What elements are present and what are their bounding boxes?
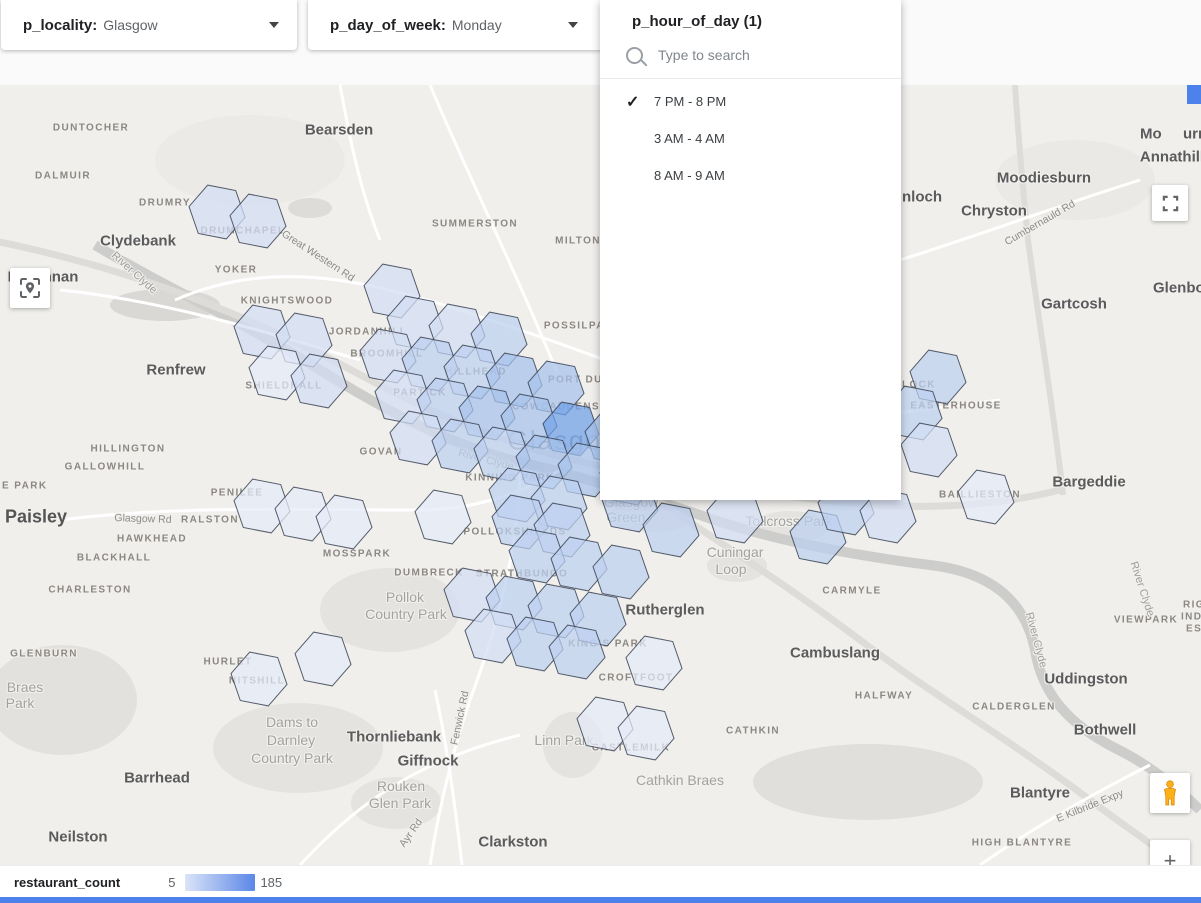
hexbin-cell[interactable] <box>230 651 288 707</box>
filter-label: p_day_of_week: <box>330 16 446 34</box>
zoom-in-button[interactable]: + <box>1163 847 1177 866</box>
fullscreen-button[interactable] <box>1152 185 1188 221</box>
dropdown-title: p_hour_of_day (1) <box>632 13 763 30</box>
search-icon <box>626 46 643 64</box>
vertical-scrollbar-thumb[interactable] <box>1187 85 1201 104</box>
dropdown-option[interactable]: 8 AM - 9 AM <box>600 157 901 194</box>
check-icon: ✓ <box>626 93 640 111</box>
divider <box>600 78 901 79</box>
hexbin-cell[interactable] <box>233 478 291 534</box>
filter-value: Glasgow <box>103 17 158 33</box>
hexbin-cell[interactable] <box>290 353 348 409</box>
hexbin-cell[interactable] <box>294 631 352 687</box>
hexbin-cell[interactable] <box>625 635 683 691</box>
filter-chip-day-of-week[interactable]: p_day_of_week: Monday <box>308 0 605 50</box>
filter-label: p_locality: <box>23 16 98 34</box>
hexbin-cell[interactable] <box>548 624 606 680</box>
chevron-down-icon <box>269 22 279 28</box>
option-label: 8 AM - 9 AM <box>654 168 725 183</box>
hexbin-cell[interactable] <box>188 184 246 240</box>
dropdown-options: ✓ 7 PM - 8 PM 3 AM - 4 AM 8 AM - 9 AM <box>600 79 901 194</box>
hexbin-cell[interactable] <box>431 418 489 474</box>
hexbin-cell[interactable] <box>274 486 332 542</box>
legend-max-value: 185 <box>260 874 283 890</box>
hexbin-cell[interactable] <box>389 410 447 466</box>
hexbin-cell[interactable] <box>550 536 608 592</box>
fullscreen-icon <box>1162 195 1178 211</box>
hour-of-day-dropdown-panel: p_hour_of_day (1) ✓ 7 PM - 8 PM 3 AM - 4 A… <box>600 0 901 500</box>
hexbin-cell[interactable] <box>957 469 1015 525</box>
hexbin-cell[interactable] <box>900 422 958 478</box>
legend-bar: restaurant_count 5 185 <box>0 865 1201 898</box>
horizontal-scrollbar[interactable] <box>0 897 1201 903</box>
hex-layer <box>188 184 1015 761</box>
chevron-down-icon <box>568 22 578 28</box>
hexbin-cell[interactable] <box>414 489 472 545</box>
hexbin-cell[interactable] <box>592 544 650 600</box>
pegman-button[interactable] <box>1150 773 1190 813</box>
dropdown-option[interactable]: ✓ 7 PM - 8 PM <box>600 83 901 120</box>
filter-chip-locality[interactable]: p_locality: Glasgow <box>1 0 297 50</box>
hexbin-cell[interactable] <box>229 193 287 249</box>
zoom-control: + − <box>1150 840 1190 865</box>
pin-viewfinder-icon <box>20 278 40 298</box>
search-input[interactable] <box>656 46 860 64</box>
hexbin-cell[interactable] <box>315 494 373 550</box>
hexbin-cell[interactable] <box>617 705 675 761</box>
legend-min-value: 5 <box>168 874 176 890</box>
legend-field-name: restaurant_count <box>14 874 121 890</box>
option-label: 7 PM - 8 PM <box>654 94 727 109</box>
hexbin-cell[interactable] <box>859 488 917 544</box>
pegman-icon <box>1164 780 1176 806</box>
hexbin-cell[interactable] <box>506 616 564 672</box>
dropdown-option[interactable]: 3 AM - 4 AM <box>600 120 901 157</box>
hexbin-cell[interactable] <box>508 528 566 584</box>
filter-value: Monday <box>451 17 502 33</box>
add-pin-button[interactable] <box>10 268 50 308</box>
hexbin-cell[interactable] <box>464 608 522 664</box>
legend-gradient <box>185 873 256 891</box>
hexbin-cell[interactable] <box>248 345 306 401</box>
hexbin-cell[interactable] <box>642 502 700 558</box>
hexbin-cell[interactable] <box>576 696 634 752</box>
option-label: 3 AM - 4 AM <box>654 131 725 146</box>
